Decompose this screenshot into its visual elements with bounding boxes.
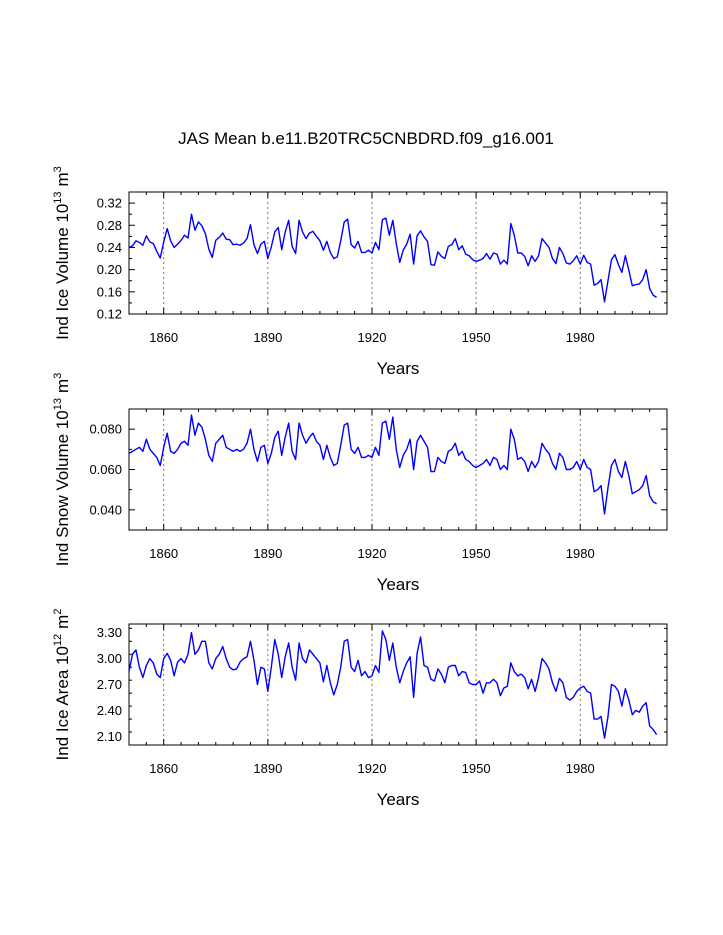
y-tick-label: 2.10 — [97, 729, 122, 744]
x-tick-label: 1920 — [358, 761, 387, 776]
x-tick-label: 1890 — [253, 546, 282, 561]
x-tick-label: 1980 — [566, 546, 595, 561]
plot-frame — [128, 408, 668, 531]
figure-title: JAS Mean b.e11.B20TRC5CNBDRD.f09_g16.001 — [178, 129, 554, 148]
y-label-unit-exponent: 3 — [52, 373, 64, 379]
x-tick-label: 1890 — [253, 330, 282, 345]
y-tick-label: 2.70 — [97, 677, 122, 692]
x-tick-label: 1920 — [358, 546, 387, 561]
y-tick-label: 0.060 — [89, 462, 122, 477]
y-label-unit-exponent: 3 — [52, 166, 64, 172]
series-line — [128, 213, 657, 303]
x-tick-label: 1860 — [149, 330, 178, 345]
plot-frame — [128, 623, 668, 746]
x-axis-label: Years — [377, 359, 420, 378]
y-tick-label: 3.30 — [97, 625, 122, 640]
y-tick-label: 0.16 — [97, 284, 122, 299]
y-tick-label: 0.28 — [97, 218, 122, 233]
x-tick-label: 1980 — [566, 761, 595, 776]
y-label-main: Ind Ice Volume 10 — [53, 204, 72, 340]
series-line — [128, 414, 657, 515]
x-tick-label: 1860 — [149, 546, 178, 561]
y-tick-label: 0.080 — [89, 422, 122, 437]
y-tick-label: 0.32 — [97, 196, 122, 211]
y-tick-label: 2.40 — [97, 703, 122, 718]
x-axis-label: Years — [377, 575, 420, 594]
chart-panel-1: 1860 1890 1920 1950 1980 0.12 0.16 0.20 0.24 0.28… — [52, 166, 668, 378]
y-tick-label: 0.12 — [97, 307, 122, 322]
y-tick-label: 0.24 — [97, 240, 122, 255]
x-tick-label: 1890 — [253, 761, 282, 776]
panels: 1860 1890 1920 1950 1980 0.12 0.16 0.20 0.24 0.28… — [52, 166, 668, 809]
y-axis-label: Ind Ice Volume 1013 m3 — [52, 166, 72, 340]
x-axis-label: Years — [377, 790, 420, 809]
y-label-exponent: 12 — [52, 634, 64, 646]
x-tick-label: 1860 — [149, 761, 178, 776]
y-tick-label: 0.20 — [97, 262, 122, 277]
y-label-main: Ind Ice Area 10 — [53, 646, 72, 760]
x-tick-label: 1920 — [358, 330, 387, 345]
y-label-exponent: 13 — [52, 191, 64, 203]
series-line — [128, 630, 658, 739]
x-tick-label: 1980 — [566, 330, 595, 345]
y-label-main: Ind Snow Volume 10 — [53, 410, 72, 566]
y-label-unit-exponent: 2 — [52, 609, 64, 615]
y-tick-label: 0.040 — [89, 502, 122, 517]
x-tick-label: 1950 — [462, 761, 491, 776]
x-tick-label: 1950 — [462, 330, 491, 345]
y-tick-label: 3.00 — [97, 651, 122, 666]
chart-panel-3: 1860 1890 1920 1950 1980 2.10 2.40 2.70 3.00 3.30… — [52, 609, 668, 809]
y-label-exponent: 13 — [52, 398, 64, 410]
y-label-unit: m — [53, 615, 72, 629]
y-label-unit: m — [53, 379, 72, 393]
x-tick-label: 1950 — [462, 546, 491, 561]
plot-frame — [128, 191, 668, 315]
y-axis-label: Ind Ice Area 1012 m2 — [52, 609, 72, 761]
chart-panel-2: 1860 1890 1920 1950 1980 0.040 0.060 0.080 Years… — [52, 373, 668, 594]
y-label-unit: m — [53, 172, 72, 186]
y-axis-label: Ind Snow Volume 1013 m3 — [52, 373, 72, 567]
